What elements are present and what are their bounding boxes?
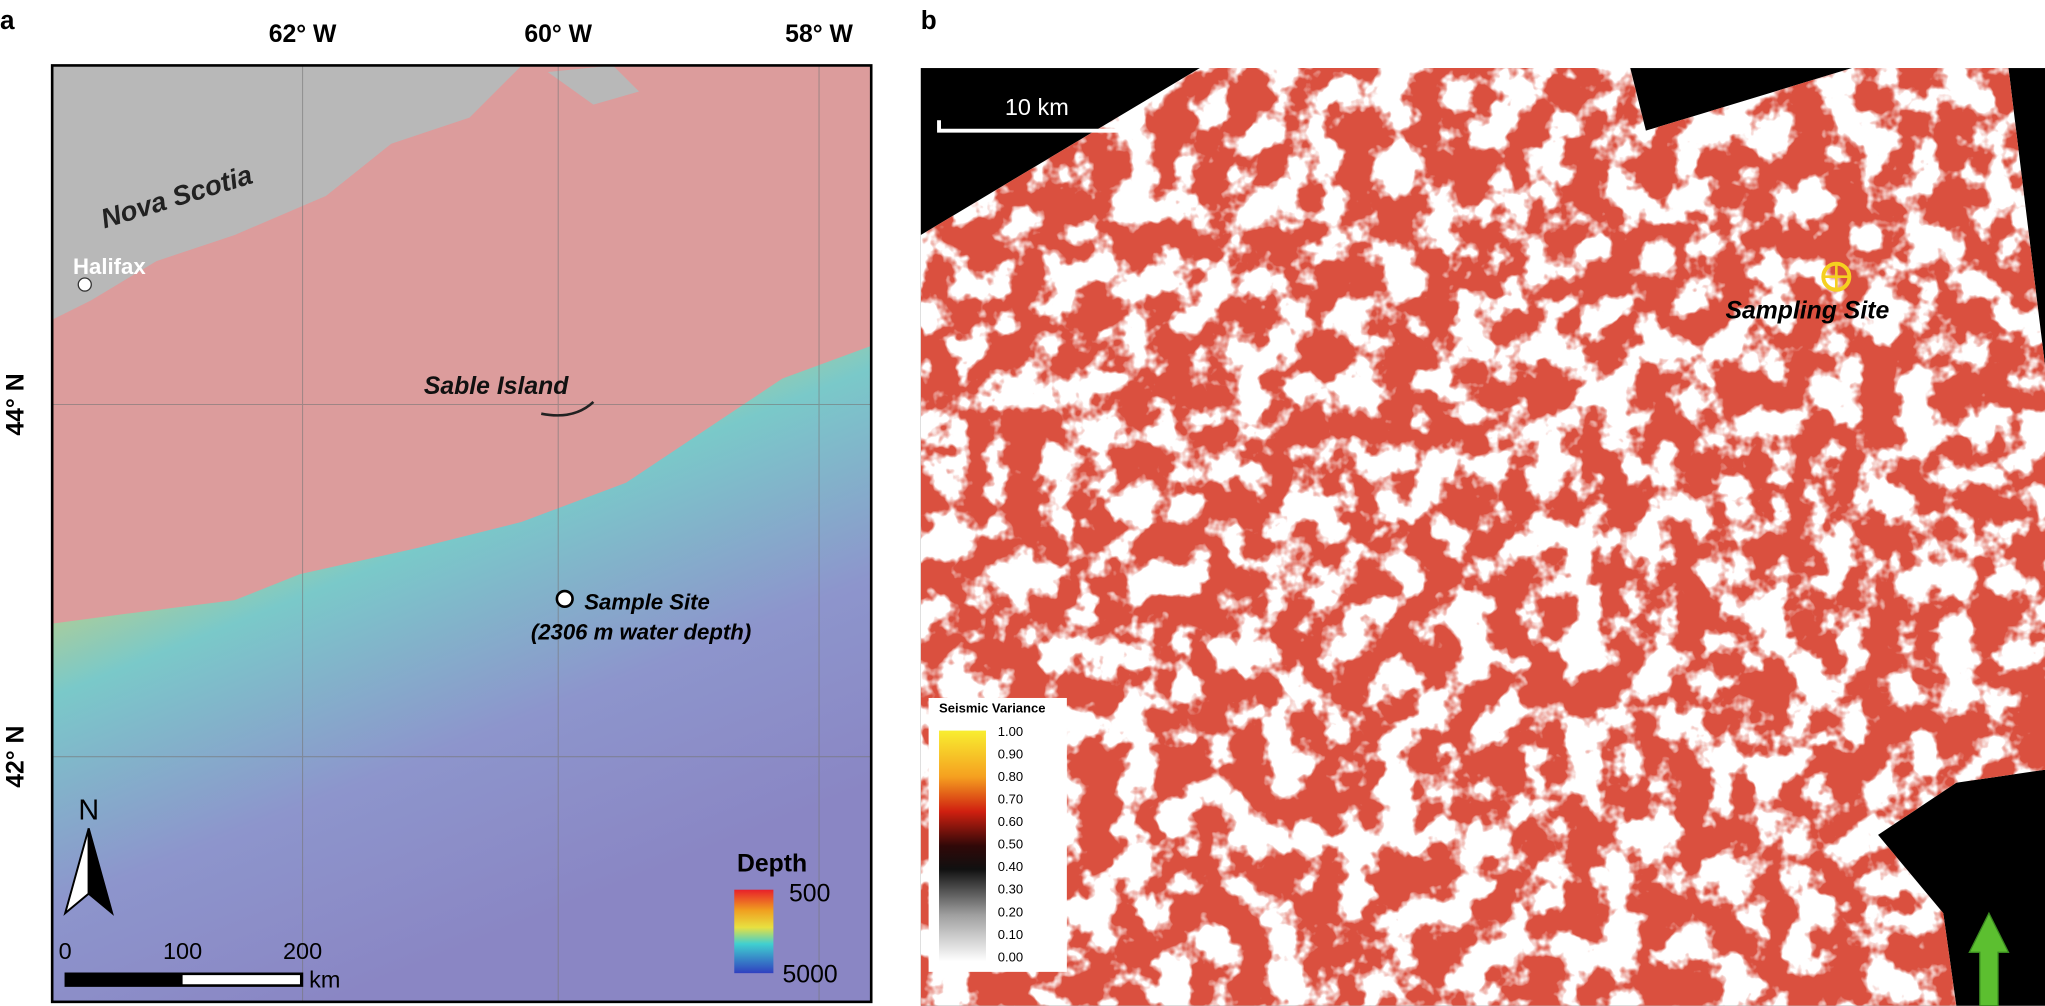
scale-bar: [937, 120, 1135, 133]
site-marker: [555, 589, 574, 608]
legend-label: 0.90: [998, 746, 1023, 761]
lon-label: 60° W: [524, 21, 592, 48]
scale-bar: [182, 975, 300, 985]
depth-label: 5000: [783, 961, 838, 988]
variance-texture: [920, 68, 2045, 1006]
legend-label: 0.00: [998, 949, 1023, 964]
graticule: [52, 65, 872, 1002]
legend-label: 0.30: [998, 882, 1023, 897]
legend-label: 1.00: [998, 724, 1023, 739]
site-label: Sample Site: [584, 589, 710, 614]
place-label: Halifax: [73, 254, 146, 279]
legend-label: 0.80: [998, 769, 1023, 784]
site-label: Sampling Site: [1725, 297, 1889, 324]
lon-label: 62° W: [269, 21, 337, 48]
north-label: N: [1976, 867, 2002, 908]
frame: [50, 64, 873, 1004]
city-marker: [77, 277, 92, 292]
legend-label: 0.50: [998, 837, 1023, 852]
island: [540, 400, 595, 417]
place-label: Sable Island: [424, 373, 569, 400]
north-label: N: [78, 794, 99, 826]
north-arrow: [87, 828, 114, 916]
scale-label: 100: [163, 938, 202, 964]
scale-unit: km: [309, 967, 340, 993]
land: [547, 65, 640, 105]
legend-label: 0.40: [998, 859, 1023, 874]
lat-label: 44° N: [2, 373, 29, 435]
scale-label: 0: [59, 938, 72, 964]
legend-label: 0.70: [998, 791, 1023, 806]
lat-label: 42° N: [2, 726, 29, 788]
legend-label: 0.20: [998, 904, 1023, 919]
depth-title: Depth: [737, 850, 807, 877]
legend-title: Seismic Variance: [939, 700, 1046, 715]
depth-colorbar: [734, 889, 774, 974]
land: [52, 65, 522, 320]
depth-label: 500: [789, 880, 830, 907]
scale-label: 200: [283, 938, 322, 964]
legend-colorbar: [939, 730, 986, 962]
legend-labels: 1.00 0.90 0.80 0.70 0.60 0.50 0.40 0.30 0.20 0.10…: [998, 724, 1023, 965]
legend-label: 0.60: [998, 814, 1023, 829]
legend-label: 0.10: [998, 927, 1023, 942]
panel-label: b: [921, 5, 937, 35]
panel-label: a: [0, 5, 15, 35]
north-arrow: [1968, 911, 2010, 1006]
lon-label: 58° W: [785, 21, 853, 48]
site-depth: (2306 m water depth): [531, 619, 751, 644]
site-marker: [1823, 263, 1850, 290]
scale-label: 10 km: [1005, 94, 1069, 120]
